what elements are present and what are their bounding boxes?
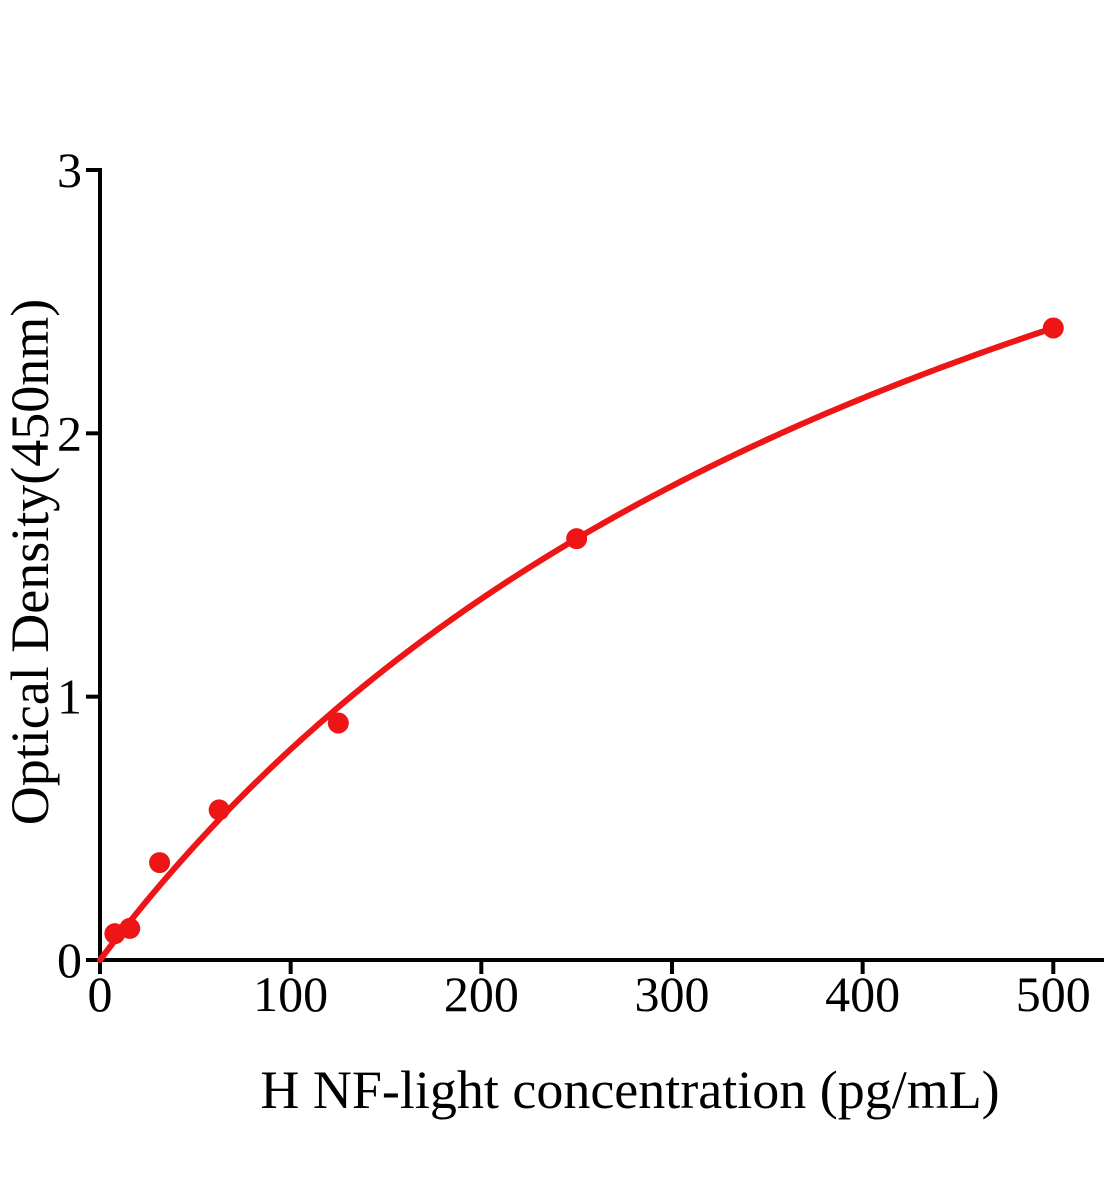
data-point: [119, 917, 141, 939]
x-tick-label: 0: [88, 966, 113, 1022]
x-tick-label: 300: [634, 966, 709, 1022]
x-tick-label: 500: [1016, 966, 1091, 1022]
y-tick-label: 3: [57, 142, 82, 198]
y-tick-label: 0: [57, 932, 82, 988]
y-axis-ticks: 0 1 2 3: [57, 142, 100, 988]
y-tick-label: 1: [57, 669, 82, 725]
y-axis-title: Optical Density(450nm): [0, 299, 60, 825]
data-points-group: [104, 317, 1064, 945]
fit-curve-group: [97, 325, 1057, 963]
x-tick-label: 400: [825, 966, 900, 1022]
data-point: [327, 712, 349, 734]
data-point: [149, 852, 171, 874]
x-axis-title: H NF-light concentration (pg/mL): [260, 1060, 999, 1120]
data-point: [566, 528, 588, 550]
data-point: [208, 799, 230, 821]
data-point: [1042, 317, 1064, 339]
y-tick-label: 2: [57, 405, 82, 461]
x-tick-label: 200: [444, 966, 519, 1022]
x-tick-label: 100: [253, 966, 328, 1022]
fit-curve: [97, 325, 1057, 963]
axes: [98, 168, 1104, 962]
x-axis-ticks: 0 100 200 300 400 500: [88, 960, 1091, 1022]
